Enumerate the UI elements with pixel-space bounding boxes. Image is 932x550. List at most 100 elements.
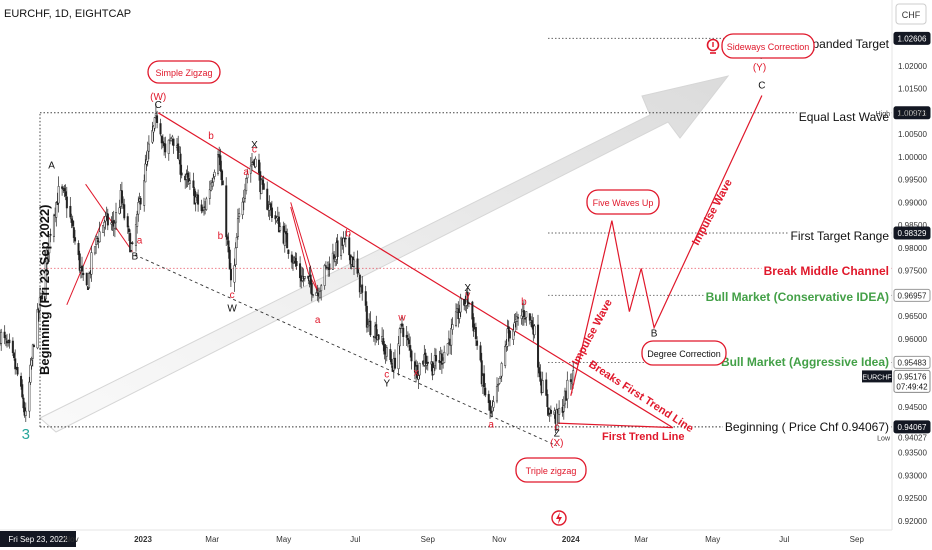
candle-body: [425, 363, 428, 366]
candle-body: [558, 407, 561, 415]
candle-body: [299, 263, 302, 279]
time-tick: May: [705, 535, 720, 544]
candle: [227, 232, 230, 259]
candle-body: [193, 188, 196, 205]
candle-body: [219, 155, 222, 171]
candle-body: [466, 291, 469, 303]
candle-body: [545, 379, 548, 396]
candle: [31, 343, 34, 367]
candle-body: [13, 353, 16, 359]
candle-body: [295, 261, 298, 267]
candle: [8, 333, 11, 349]
time-cursor-badge: [0, 531, 76, 547]
candle-body: [528, 313, 531, 321]
candle: [229, 263, 232, 287]
candle: [290, 251, 293, 269]
candle: [246, 168, 249, 184]
candle-body: [479, 345, 482, 361]
candle-body: [144, 163, 147, 183]
candle: [77, 240, 80, 261]
candle: [85, 272, 88, 287]
candle-body: [147, 143, 150, 152]
wave-label: (X): [550, 438, 563, 449]
candle: [146, 141, 149, 167]
candle: [151, 121, 154, 144]
level-label-bg: [718, 354, 891, 370]
candle: [44, 254, 47, 302]
time-tick: Jul: [350, 535, 360, 544]
candle: [299, 256, 302, 288]
candle-body: [235, 237, 238, 248]
candle-body: [416, 365, 419, 379]
price-tick: 1.01500: [898, 85, 927, 94]
candle-body: [164, 143, 167, 153]
candle-body: [566, 379, 569, 400]
wave-label: A: [48, 160, 55, 171]
candle-body: [495, 385, 498, 402]
candle-body: [102, 225, 105, 233]
price-badge: [893, 31, 931, 45]
candle: [52, 213, 55, 243]
chart-title[interactable]: EURCHF, 1D, EIGHTCAP: [4, 8, 131, 20]
candle-body: [275, 217, 278, 222]
candle: [364, 285, 367, 312]
ideas-icon[interactable]: [551, 510, 567, 526]
wave-label: (Y): [753, 63, 766, 74]
price-badge: [893, 420, 931, 434]
candle: [369, 311, 372, 337]
high-label: High: [876, 111, 891, 118]
candle-body: [93, 246, 96, 254]
candle-body: [49, 233, 52, 236]
symbol-badge: [862, 370, 892, 383]
candle: [390, 350, 393, 368]
candle-body: [242, 197, 245, 203]
candle-body: [286, 232, 289, 249]
price-badge-text: 1.02606: [898, 34, 927, 43]
candle: [180, 164, 183, 179]
candle-body: [212, 177, 215, 183]
candle: [537, 314, 540, 378]
candle-body: [21, 384, 24, 398]
candlesticks: [0, 103, 575, 434]
candle: [188, 172, 191, 190]
candle: [323, 263, 326, 290]
price-tick: 0.92500: [898, 494, 927, 503]
level-label: First Target Range: [791, 229, 890, 243]
price-axis[interactable]: CHF 1.020001.015001.010001.005001.000000…: [862, 0, 932, 550]
candle: [143, 174, 146, 212]
five-waves-up-text: Five Waves Up: [593, 198, 654, 208]
time-tick: Jul: [779, 535, 789, 544]
candle: [402, 323, 405, 346]
candle: [398, 327, 401, 355]
candle-body: [500, 363, 503, 377]
candle: [228, 246, 231, 270]
candle-body: [290, 254, 293, 263]
candle: [480, 352, 483, 387]
candle: [245, 177, 248, 195]
candle: [24, 402, 27, 422]
candle: [303, 276, 306, 282]
candle: [410, 349, 413, 370]
candle: [220, 160, 223, 186]
level-label: Break Middle Channel: [764, 264, 889, 278]
candle: [467, 301, 470, 308]
candle: [179, 146, 182, 183]
candle: [336, 234, 339, 264]
candle: [236, 208, 239, 240]
candle-body: [57, 186, 60, 204]
wave-label: 3: [22, 426, 30, 443]
candle-body: [159, 123, 162, 135]
currency-box: CHF: [895, 3, 927, 25]
candle-body: [459, 298, 462, 313]
time-tick: Sep: [421, 535, 436, 544]
candle: [474, 322, 477, 346]
candle-body: [229, 268, 232, 281]
candle-body: [20, 375, 23, 387]
candle: [123, 198, 126, 221]
candle-body: [274, 215, 277, 220]
candle-body: [310, 283, 313, 295]
candle: [555, 403, 558, 431]
candle-body: [249, 165, 252, 174]
candle-body: [405, 334, 408, 338]
